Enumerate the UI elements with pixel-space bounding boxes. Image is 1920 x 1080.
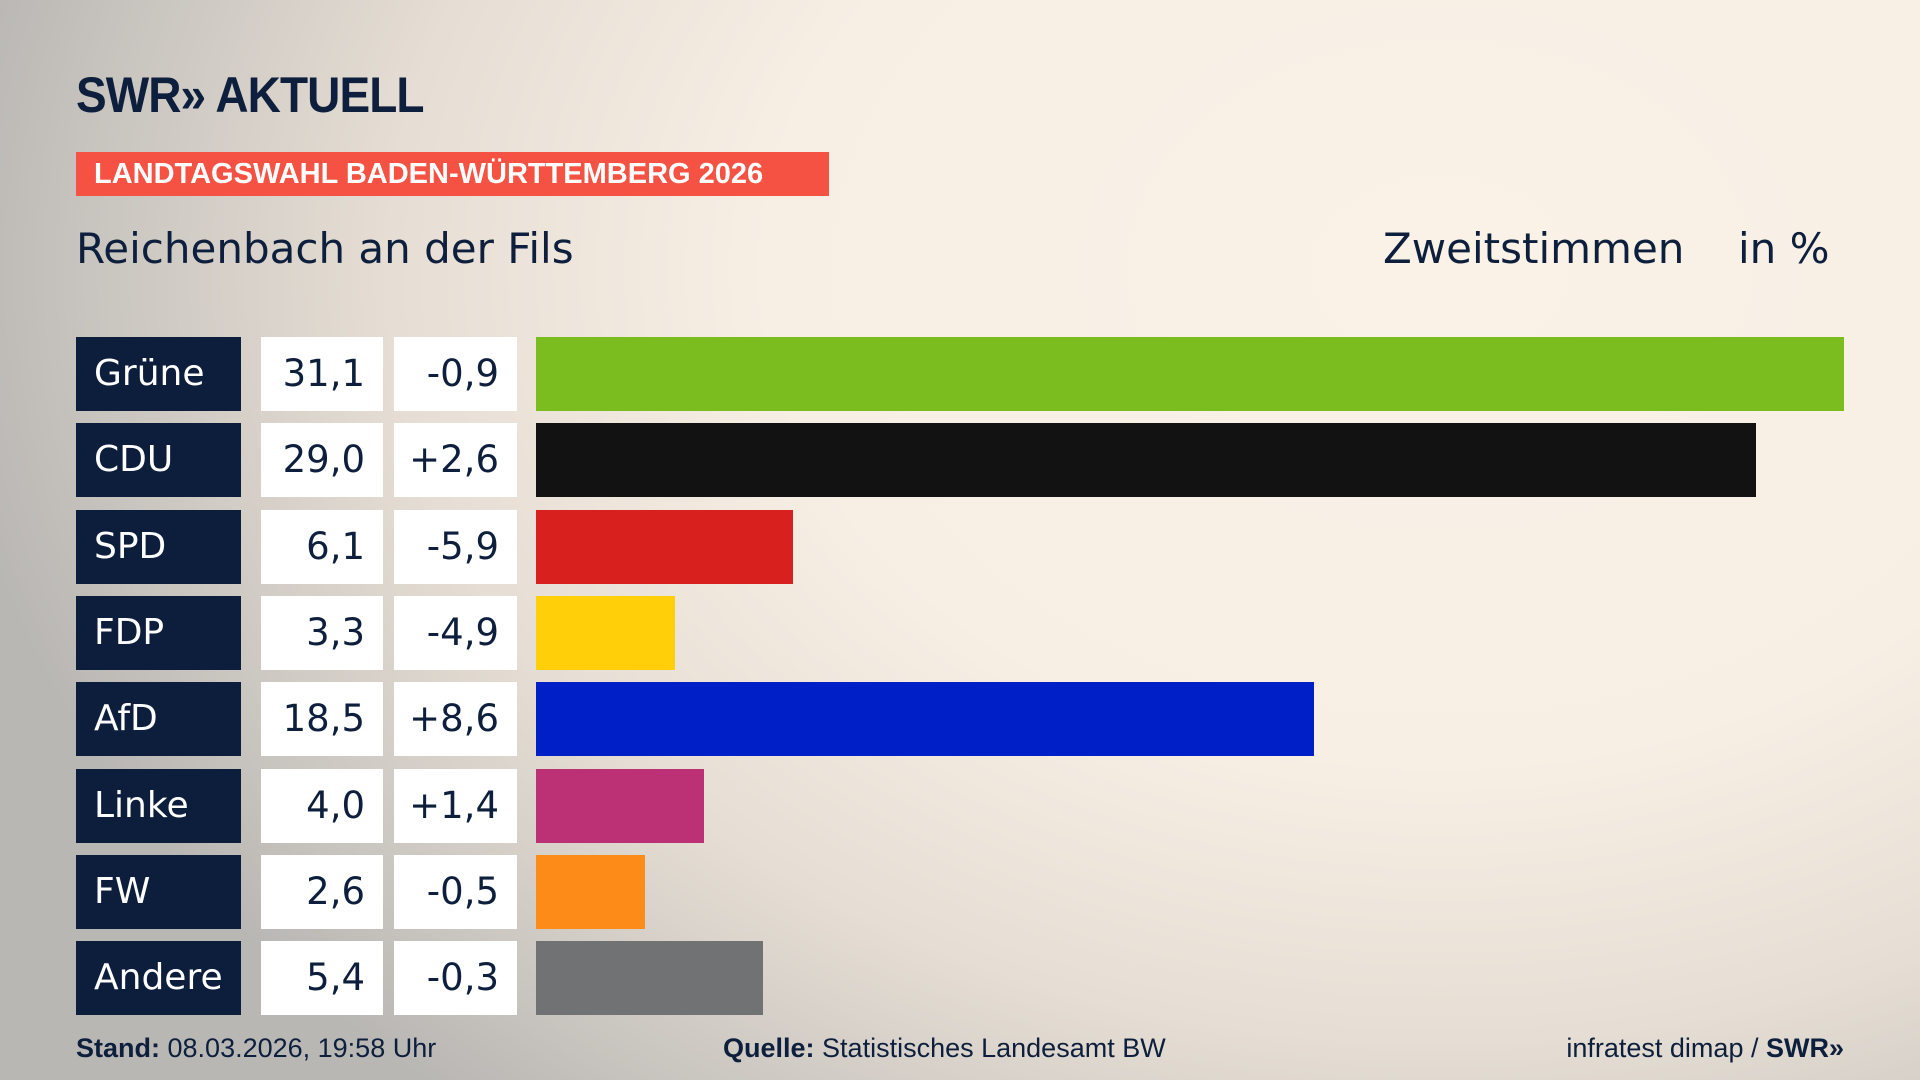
party-label: Andere (76, 941, 241, 1016)
bar-andere (536, 941, 764, 1016)
change-label: +8,6 (394, 682, 517, 757)
unit-label: in % (1738, 224, 1830, 273)
party-label: AfD (76, 682, 241, 757)
stand-label: Stand: (76, 1033, 160, 1063)
stand-value: 08.03.2026, 19:58 Uhr (167, 1033, 437, 1063)
vote-type-label: Zweitstimmen (1383, 224, 1685, 273)
value-label: 3,3 (261, 595, 383, 670)
change-label: -5,9 (394, 509, 517, 584)
change-label: +2,6 (394, 423, 517, 498)
credit: infratest dimap / SWR» (1566, 1030, 1844, 1066)
party-label: FW (76, 854, 241, 929)
bar-fdp (536, 595, 675, 670)
source: Quelle: Statistisches Landesamt BW (723, 1030, 1166, 1066)
value-label: 31,1 (261, 337, 383, 411)
value-label: 5,4 (261, 941, 383, 1016)
change-label: +1,4 (394, 768, 517, 843)
swr-logo: SWR» (1765, 1033, 1844, 1063)
election-banner: LANDTAGSWAHL BADEN-WÜRTTEMBERG 2026 (76, 152, 829, 196)
change-label: -4,9 (394, 595, 517, 670)
value-label: 4,0 (261, 768, 383, 843)
party-label: Grüne (76, 337, 241, 411)
change-label: -0,9 (394, 337, 517, 411)
source-value: Statistisches Landesamt BW (822, 1033, 1166, 1063)
bar-linke (536, 768, 705, 843)
credit-text: infratest dimap / (1566, 1033, 1759, 1063)
change-label: -0,3 (394, 941, 517, 1016)
value-label: 18,5 (261, 682, 383, 757)
value-label: 6,1 (261, 509, 383, 584)
bar-grüne (536, 337, 1844, 411)
swr-aktuell-logo: SWR» AKTUELL (76, 67, 424, 123)
bar-afd (536, 682, 1315, 757)
party-label: CDU (76, 423, 241, 498)
value-label: 2,6 (261, 854, 383, 929)
party-label: SPD (76, 509, 241, 584)
party-label: FDP (76, 595, 241, 670)
timestamp: Stand: 08.03.2026, 19:58 Uhr (76, 1030, 436, 1066)
bar-spd (536, 509, 793, 584)
bar-fw (536, 854, 646, 929)
change-label: -0,5 (394, 854, 517, 929)
value-label: 29,0 (261, 423, 383, 498)
party-label: Linke (76, 768, 241, 843)
source-label: Quelle: (723, 1033, 815, 1063)
bar-cdu (536, 423, 1756, 498)
location-title: Reichenbach an der Fils (76, 224, 574, 273)
